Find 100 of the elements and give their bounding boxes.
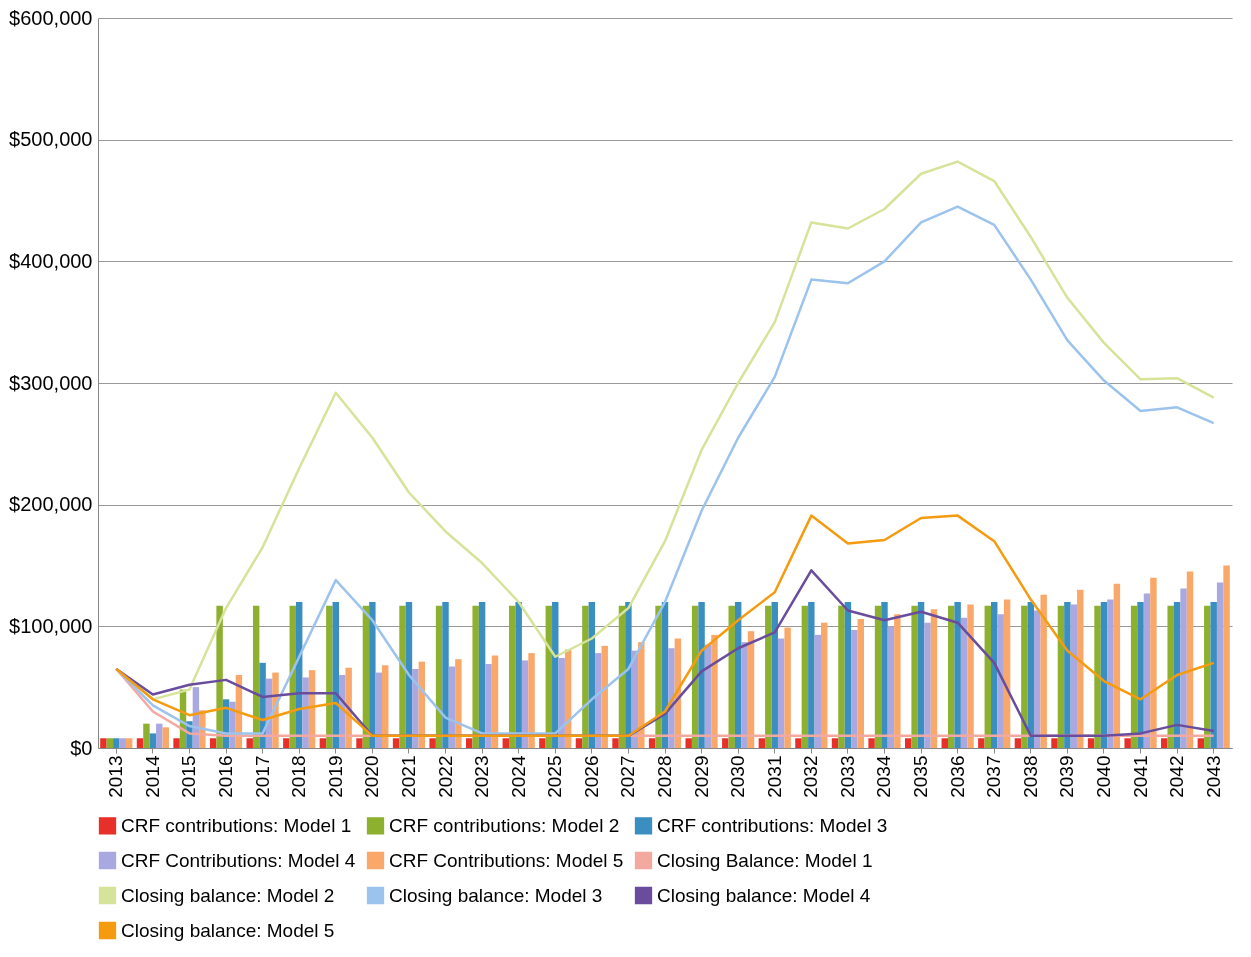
bar [997,614,1004,748]
x-tick-label: 2036 [946,755,968,798]
bar [924,622,931,748]
bar [1180,588,1187,748]
x-tick-label: 2018 [288,755,310,798]
bar [356,738,363,748]
bar [319,738,327,748]
bar [136,738,144,748]
bar [106,738,114,748]
bar [429,738,436,748]
x-tick-label: 2034 [873,755,895,798]
bar [911,605,918,748]
x-tick-label: 2040 [1092,755,1114,798]
x-tick-label: 2028 [654,755,675,798]
bar [100,738,107,748]
bar [868,738,875,748]
bar [1137,602,1144,748]
bar [478,602,486,748]
bar [119,738,126,748]
bar [162,727,169,748]
legend-label: Closing balance: Model 5 [121,919,335,941]
x-tick-label: 2037 [983,755,1005,798]
bar [1021,605,1028,748]
bar [904,738,912,748]
bar [881,602,888,748]
bar [173,738,180,748]
bar [747,631,755,748]
bar [1064,602,1071,748]
bar [741,642,748,748]
x-tick-label: 2022 [434,755,456,798]
y-tick-label: $600,000 [9,6,93,29]
bar [625,602,632,748]
x-tick-label: 2033 [836,755,858,798]
y-tick-label: $500,000 [9,128,93,151]
legend-label: Closing balance: Model 2 [121,884,335,906]
bar [455,659,462,748]
bar [1094,605,1101,748]
bar [382,665,389,748]
bar [765,605,772,748]
y-tick-label: $100,000 [9,614,93,637]
legend-label: CRF contributions: Model 2 [389,814,620,836]
x-tick-label: 2013 [105,755,127,798]
x-tick-label: 2016 [215,755,237,798]
x-tick-label: 2032 [800,755,822,798]
bar [874,605,882,748]
bar [851,629,858,748]
bar [1051,738,1058,748]
bar [412,668,419,748]
x-tick-label: 2025 [544,755,566,798]
bar [515,602,522,748]
bar [1077,589,1084,748]
bar [1210,602,1217,748]
x-tick-label: 2021 [397,755,419,798]
bar [808,602,815,748]
x-tick-label: 2023 [471,755,493,798]
bar [472,605,479,748]
legend-label: CRF contributions: Model 3 [657,814,888,836]
x-tick-label: 2017 [251,755,273,798]
bar [722,738,729,748]
legend-label: Closing balance: Model 4 [657,884,871,906]
legend-label: CRF Contributions: Model 5 [389,849,624,871]
bar [1197,738,1205,748]
x-tick-label: 2031 [763,755,785,798]
bar [685,738,692,748]
bar [784,627,791,748]
bar [1161,738,1168,748]
x-tick-label: 2029 [690,755,712,798]
bar [831,738,839,748]
bar [978,738,985,748]
bar [539,738,546,748]
bar [648,738,656,748]
bar [857,619,864,748]
bar [1100,602,1108,748]
bar [887,626,895,748]
x-tick-label: 2024 [507,755,529,798]
bar [1014,738,1022,748]
x-tick-label: 2039 [1056,755,1078,798]
x-tick-label: 2035 [910,755,932,798]
bar [1113,583,1121,748]
bar [582,605,589,748]
bar [1124,738,1131,748]
bar [1167,605,1174,748]
bar [711,634,718,748]
bar [466,738,473,748]
bar [125,738,133,748]
bar [820,622,828,748]
x-tick-label: 2027 [617,755,639,798]
bar [375,672,383,748]
legend-label: CRF contributions: Model 1 [121,814,352,836]
x-tick-label: 2026 [580,755,602,798]
y-tick-label: $400,000 [9,249,93,272]
bar [575,738,583,748]
bar [941,738,948,748]
bar [1040,594,1047,748]
bar [795,738,802,748]
bar [917,602,925,748]
bar [283,738,290,748]
bar [558,657,565,748]
bar [838,605,845,748]
bar [601,645,608,748]
